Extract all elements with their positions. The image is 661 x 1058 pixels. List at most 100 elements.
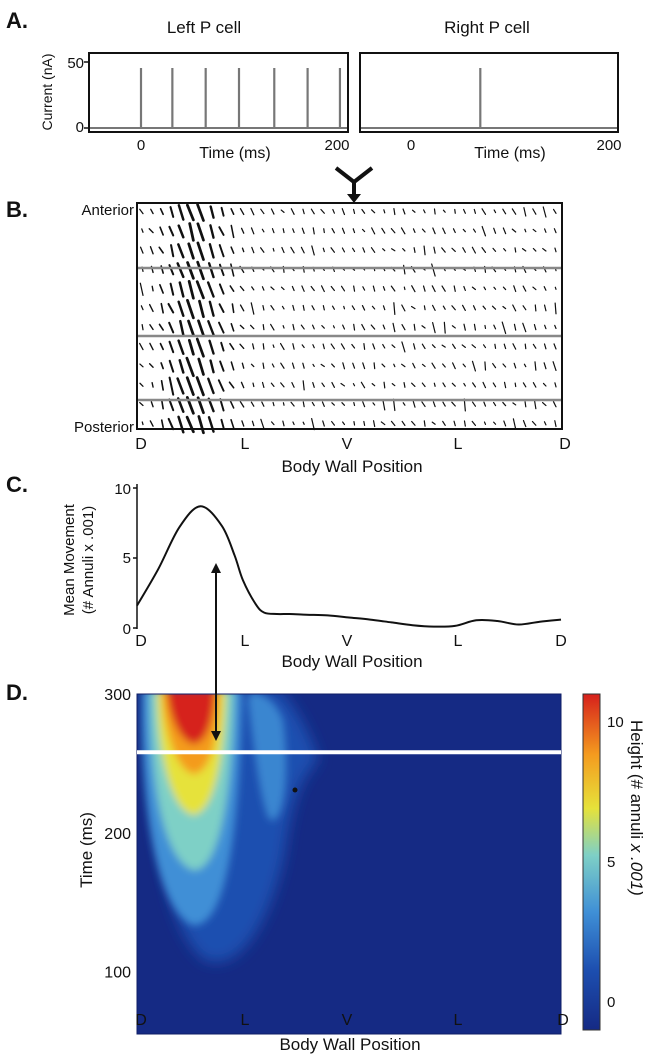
- movement-vector: [481, 225, 487, 237]
- movement-vector: [471, 360, 477, 372]
- movement-vector: [139, 246, 144, 254]
- movement-vector: [351, 305, 356, 311]
- movement-vector: [372, 420, 376, 428]
- movement-vector: [230, 418, 235, 429]
- panel-c-ytick-10: 10: [114, 481, 131, 498]
- movement-vector: [209, 205, 215, 219]
- panel-d-xtick: L: [241, 1012, 250, 1029]
- panel-d-xtick: D: [135, 1012, 147, 1029]
- panel-c-xtick: L: [454, 633, 463, 650]
- movement-vector: [402, 402, 406, 406]
- movement-vector: [361, 304, 366, 311]
- movement-vector: [187, 319, 195, 337]
- movement-vector: [473, 208, 477, 214]
- movement-vector: [421, 382, 426, 388]
- movement-vector: [186, 261, 195, 280]
- movement-vector: [321, 382, 325, 388]
- movement-vector: [292, 304, 295, 311]
- movement-vector: [442, 305, 446, 310]
- movement-vector: [301, 344, 305, 349]
- movement-vector: [371, 305, 376, 310]
- movement-vector: [207, 320, 215, 336]
- panel-d-ylabel: Time (ms): [77, 812, 96, 888]
- panel-b-posterior-label: Posterior: [74, 419, 134, 436]
- movement-vector: [472, 305, 477, 311]
- movement-vector: [249, 324, 255, 330]
- movement-vector: [310, 285, 315, 292]
- movement-vector: [502, 286, 507, 291]
- movement-vector: [393, 363, 396, 368]
- movement-vector: [382, 398, 386, 411]
- movement-vector: [331, 227, 335, 234]
- movement-vector: [342, 362, 346, 370]
- movement-vector: [481, 247, 487, 253]
- movement-vector: [372, 285, 376, 292]
- movement-vector: [208, 339, 215, 355]
- movement-vector: [292, 323, 295, 331]
- movement-vector: [452, 362, 456, 370]
- movement-vector: [351, 343, 356, 349]
- movement-vector: [543, 286, 547, 291]
- movement-vector: [282, 325, 285, 329]
- panel-label-c: C.: [6, 472, 28, 497]
- movement-vector: [197, 357, 205, 376]
- movement-vector: [239, 208, 245, 216]
- movement-vector: [533, 324, 537, 331]
- movement-vector: [176, 377, 185, 395]
- movement-vector: [239, 400, 245, 408]
- movement-vector: [187, 242, 195, 260]
- movement-vector: [523, 207, 527, 217]
- movement-vector: [452, 228, 456, 234]
- movement-vector: [262, 305, 265, 311]
- movement-vector: [341, 208, 346, 216]
- movement-vector: [514, 382, 517, 388]
- movement-vector: [442, 227, 446, 235]
- movement-vector: [218, 303, 225, 314]
- movement-vector: [451, 305, 456, 311]
- movement-vector: [542, 206, 547, 218]
- movement-vector: [219, 360, 225, 372]
- panel-b-frame: [136, 202, 563, 430]
- movement-vector: [197, 319, 205, 337]
- movement-vector: [361, 208, 366, 214]
- movement-vector: [292, 421, 295, 426]
- movement-vector: [522, 305, 527, 311]
- panel-d-xtick: V: [342, 1012, 353, 1029]
- movement-vector: [411, 285, 416, 293]
- movement-vector: [185, 415, 195, 434]
- movement-vector: [432, 322, 436, 334]
- movement-vector: [412, 400, 416, 408]
- movement-vector: [491, 305, 497, 310]
- movement-vector: [207, 416, 215, 433]
- movement-vector: [302, 380, 305, 391]
- movement-vector: [332, 325, 335, 329]
- movement-vector: [301, 285, 305, 292]
- movement-vector: [330, 285, 335, 292]
- movement-vector: [196, 222, 205, 242]
- movement-vector: [493, 227, 497, 234]
- movement-vector: [220, 206, 225, 217]
- movement-vector: [512, 304, 517, 312]
- movement-vector: [352, 362, 356, 369]
- movement-vector: [472, 228, 477, 233]
- movement-vector: [483, 286, 487, 291]
- panel-d-xtick: D: [557, 1012, 569, 1029]
- movement-vector: [250, 207, 255, 216]
- movement-vector: [544, 324, 547, 330]
- movement-vector: [471, 344, 477, 349]
- movement-vector: [151, 382, 154, 388]
- panel-c-ytick-0: 0: [123, 621, 131, 638]
- movement-vector: [196, 241, 205, 261]
- movement-vector: [554, 324, 557, 330]
- movement-vector: [139, 363, 144, 368]
- panel-label-b: B.: [6, 197, 28, 222]
- panel-a-right-xtick-200: 200: [596, 137, 621, 154]
- movement-vector: [462, 247, 466, 253]
- movement-vector: [331, 305, 335, 310]
- movement-vector: [282, 228, 285, 234]
- movement-vector: [195, 337, 205, 358]
- movement-vector: [370, 247, 376, 253]
- movement-vector: [413, 247, 416, 253]
- movement-vector: [524, 401, 527, 408]
- panel-d-xticks: D L V L D: [135, 1012, 569, 1029]
